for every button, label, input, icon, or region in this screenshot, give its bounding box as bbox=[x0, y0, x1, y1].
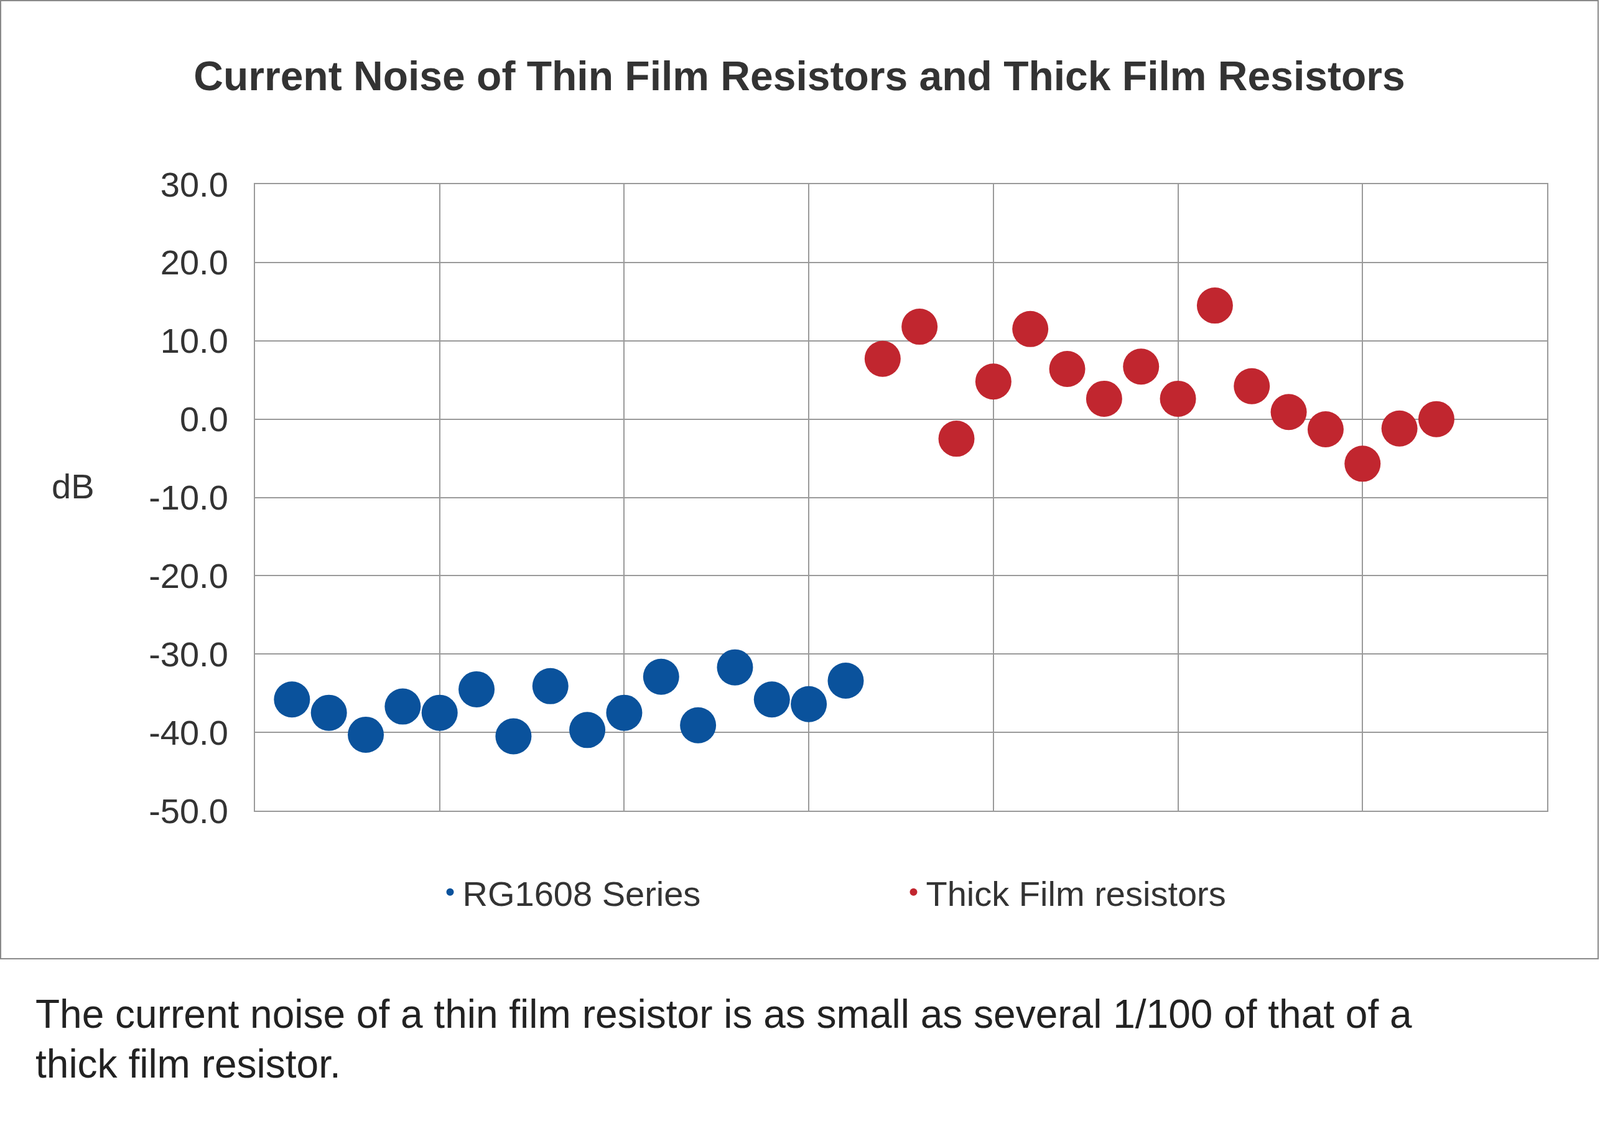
svg-text:Thick Film resistors: Thick Film resistors bbox=[926, 874, 1227, 914]
svg-text:30.0: 30.0 bbox=[160, 164, 229, 205]
svg-text:20.0: 20.0 bbox=[160, 242, 229, 282]
html-text:The current noise of a thin fi: The current noise of a thin film resisto… bbox=[35, 991, 1412, 1087]
svg-text:dB: dB bbox=[51, 466, 95, 506]
svg-text:0.0: 0.0 bbox=[179, 399, 229, 439]
svg-text:-40.0: -40.0 bbox=[148, 712, 229, 753]
svg-text:-30.0: -30.0 bbox=[148, 634, 229, 674]
svg-text:10.0: 10.0 bbox=[160, 320, 229, 361]
svg-text:-10.0: -10.0 bbox=[148, 477, 229, 517]
svg-text:-20.0: -20.0 bbox=[148, 556, 229, 596]
svg-text:Current Noise of Thin Film Res: Current Noise of Thin Film Resistors and… bbox=[193, 52, 1405, 99]
svg-text:-50.0: -50.0 bbox=[148, 791, 229, 831]
svg-text:RG1608 Series: RG1608 Series bbox=[462, 874, 702, 914]
